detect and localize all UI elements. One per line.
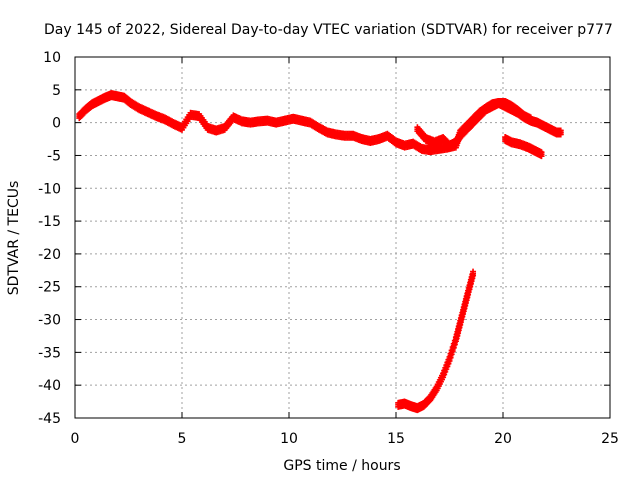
series	[414, 97, 534, 151]
grid	[75, 57, 610, 418]
y-tick-label: 0	[52, 116, 61, 132]
x-tick-label: 0	[71, 431, 80, 447]
data-point	[448, 351, 455, 358]
data-point	[450, 344, 457, 351]
y-axis-label: SDTVAR / TECUs	[6, 181, 22, 296]
axis-ticks: 0 5 10 15 20 25 10 5 0 -5 -10 -15 -20 -25 -30 -35 -40 -45	[38, 50, 619, 447]
data-point	[470, 272, 477, 279]
y-tick-label: -10	[38, 181, 61, 197]
x-tick-label: 10	[280, 431, 298, 447]
y-tick-label: -15	[38, 214, 61, 230]
data-point	[446, 357, 453, 364]
x-tick-label: 15	[387, 431, 405, 447]
data-point	[557, 131, 564, 138]
x-tick-label: 20	[494, 431, 512, 447]
y-tick-label: -25	[38, 280, 61, 296]
data-point	[538, 153, 545, 160]
x-tick-label: 25	[601, 431, 619, 447]
y-tick-label: -45	[38, 411, 61, 427]
series	[502, 134, 545, 160]
series	[395, 268, 477, 414]
data-point	[451, 341, 458, 348]
y-tick-label: -40	[38, 378, 61, 394]
y-tick-label: -30	[38, 313, 61, 329]
y-tick-label: -35	[38, 345, 61, 361]
y-tick-label: -20	[38, 247, 61, 263]
x-axis-label: GPS time / hours	[283, 458, 400, 474]
plot-frame	[74, 56, 611, 419]
data-point	[527, 118, 534, 125]
x-tick-label: 5	[178, 431, 187, 447]
data-point	[449, 348, 456, 355]
y-tick-label: 5	[52, 83, 61, 99]
y-tick-label: 10	[43, 50, 61, 66]
chart-title: Day 145 of 2022, Sidereal Day-to-day VTE…	[44, 22, 613, 38]
data-point	[447, 354, 454, 361]
data-series	[76, 90, 564, 414]
y-tick-label: -5	[47, 148, 61, 164]
